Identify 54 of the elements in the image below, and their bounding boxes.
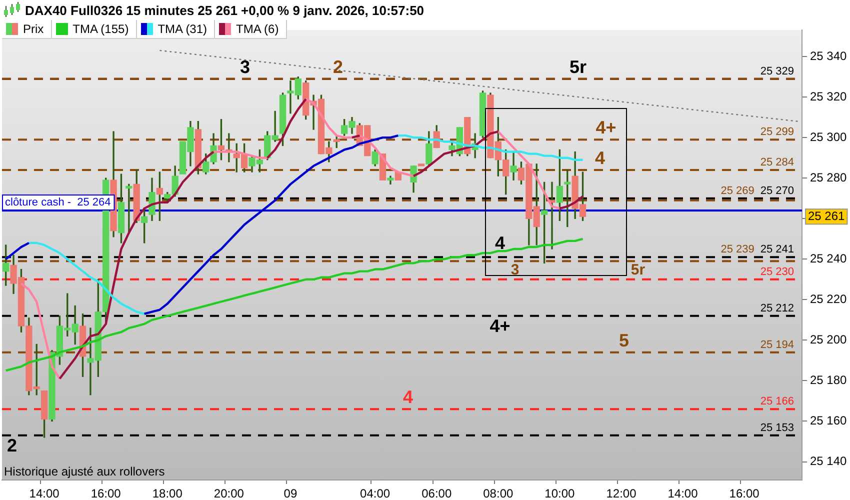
- ref-line-label: 25 241: [760, 244, 794, 256]
- chart-title: DAX40 Full0326 15 minutes 25 261 +0,00 % 9 janv. 2026, 10:57:50: [25, 2, 424, 18]
- annotation: 4: [402, 387, 414, 408]
- x-tick-label: 10:00: [544, 486, 576, 500]
- ref-line-label: 25 194: [760, 338, 794, 351]
- annotation: 5r: [569, 56, 587, 77]
- y-tick-label: 25 140: [810, 454, 848, 468]
- y-tick-label: 25 320: [810, 89, 848, 104]
- ref-line-label: 25 212: [760, 302, 794, 314]
- legend-label: TMA (6): [236, 22, 279, 36]
- y-tick-label: 25 340: [810, 48, 848, 63]
- y-tick-label: 25 240: [810, 251, 848, 266]
- annotation: Historique ajusté aux rollovers: [4, 464, 165, 478]
- x-tick-label: 16:00: [90, 486, 122, 500]
- annotation: 5r: [630, 261, 646, 278]
- x-tick-label: 14:00: [668, 486, 698, 500]
- x-tick-label: 09: [284, 486, 298, 500]
- annotation: 5: [618, 330, 630, 350]
- x-tick-label: 18:00: [152, 486, 183, 500]
- x-tick-label: 12:00: [606, 486, 637, 500]
- annotation: 3: [510, 261, 520, 278]
- y-tick-label: 25 180: [810, 373, 848, 388]
- ref-line-label: 25 284: [760, 156, 794, 169]
- annotation: 3: [240, 56, 250, 77]
- annotation: 2: [6, 435, 18, 456]
- x-tick-label: 20:00: [214, 486, 244, 500]
- ref-line-label: 25 329: [760, 65, 794, 78]
- ref-line-label: 25 239: [720, 244, 754, 256]
- annotation: 4+: [490, 316, 510, 336]
- y-tick-label: 25 220: [810, 292, 848, 306]
- y-tick-label: 25 300: [810, 130, 848, 144]
- ref-line-label: 25 166: [760, 396, 794, 408]
- annotation: 25 261: [808, 208, 846, 223]
- ref-line-label: 25 269: [720, 184, 754, 197]
- legend-label: TMA (155): [72, 22, 129, 36]
- legend-label: TMA (31): [158, 22, 208, 36]
- ref-line-label: 25 299: [760, 126, 794, 138]
- y-tick-label: 25 280: [810, 170, 848, 184]
- x-tick-label: 04:00: [360, 486, 390, 500]
- annotation: 4+: [596, 118, 616, 138]
- x-tick-label: 08:00: [483, 486, 514, 500]
- y-tick-label: 25 160: [810, 414, 848, 428]
- annotation: 4: [594, 148, 606, 168]
- ref-line-label: 25 270: [760, 184, 794, 197]
- annotation: 2: [332, 56, 344, 77]
- annotation: 4: [494, 233, 506, 254]
- ref-line-label: 25 153: [760, 422, 794, 434]
- x-tick-label: 14:00: [29, 486, 60, 500]
- y-tick-label: 25 200: [810, 332, 848, 347]
- ref-line-label: clôture cash - 25 264: [5, 196, 111, 209]
- x-tick-label: 06:00: [422, 486, 452, 500]
- legend-label: Prix: [23, 22, 44, 36]
- ref-line-label: 25 230: [760, 266, 794, 278]
- x-tick-label: 16:00: [729, 486, 760, 500]
